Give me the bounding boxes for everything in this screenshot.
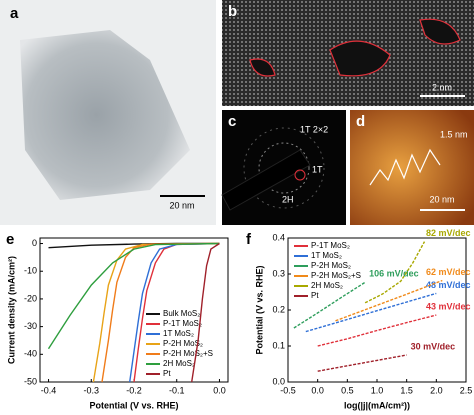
legend-label: 2H MoS₂ [311,281,343,290]
x-axis-label: Potential (V vs. RHE) [89,400,178,410]
afm-image [350,110,474,225]
annotation: 1.5 nm [440,129,468,139]
beam-stop [221,149,311,211]
x-tick-label: 1.5 [400,385,413,395]
series-line [129,242,220,383]
y-tick-label: -40 [24,349,37,359]
panel-label: e [6,231,14,248]
x-tick-label: 0.5 [341,385,354,395]
x-tick-label: -0.4 [41,385,57,395]
x-tick-label: 1.0 [371,385,384,395]
panel-label: a [10,5,19,22]
diffraction-ring [243,127,325,209]
legend-label: Bulk MoS₂ [163,309,200,318]
y-tick-label: 0.0 [272,376,285,386]
x-tick-label: 2.0 [430,385,443,395]
slope-label: 106 mV/dec [369,269,419,279]
legend-label: P-2H MoS₂+S [163,349,213,358]
x-tick-label: 2.5 [460,385,473,395]
slope-label: 43 mV/dec [426,301,471,311]
y-tick-label: 0.3 [272,268,285,278]
x-tick-label: 0.0 [213,385,226,395]
slope-label: 62 mV/dec [426,267,471,277]
tem-flake [20,30,190,200]
slope-label: 82 mV/dec [426,228,471,238]
legend-label: P-2H MoS₂ [163,339,203,348]
legend-label: Pt [311,291,319,300]
legend-label: P-1T MoS₂ [311,241,350,250]
x-tick-label: -0.5 [280,385,296,395]
legend-label: P-2H MoS₂+S [311,271,361,280]
x-tick-label: 0.0 [311,385,324,395]
y-tick-label: 0.1 [272,340,285,350]
scale-text: 2 nm [432,82,452,92]
scale-text: 20 nm [169,200,194,210]
legend-label: Pt [163,369,171,378]
x-tick-label: -0.3 [84,385,100,395]
series-line [293,281,366,329]
scale-text: 20 nm [429,194,454,204]
y-tick-label: -20 [24,293,37,303]
annotation: 2H [282,194,294,204]
spot-circle [294,169,306,181]
y-tick-label: 0 [32,238,37,248]
y-tick-label: -30 [24,321,37,331]
series-line [47,242,220,350]
defect-outline [249,18,461,77]
panel-label: f [246,231,252,248]
slope-label: 30 mV/dec [411,341,456,351]
y-tick-label: -50 [24,376,37,386]
series-line [92,242,220,383]
series-line [317,314,437,347]
panel-label: c [228,113,236,130]
series-line [364,241,426,304]
y-tick-label: 0.4 [272,232,285,242]
annotation: 1T 2×2 [300,124,328,134]
annotation: 1T [312,164,323,174]
y-axis-label: Current density (mA/cm²) [6,256,16,364]
series-line [101,242,220,383]
series-line [191,242,220,383]
legend-label: 1T MoS₂ [311,251,342,260]
y-tick-label: -10 [24,266,37,276]
legend-label: 1T MoS₂ [163,329,194,338]
series-line [305,292,437,333]
series-line [317,354,407,372]
image-panels: a 20 nm b 2 nm c 1T 2×2 1T 2H d 1.5 nm 2… [0,0,474,225]
legend-label: 2H MoS₂ [163,359,195,368]
x-tick-label: -0.1 [169,385,185,395]
x-tick-label: -0.2 [126,385,142,395]
panel-label: b [228,3,237,20]
y-axis-label: Potential (V vs. RHE) [254,265,264,354]
legend-label: P-2H MoS₂ [311,261,351,270]
height-profile [369,148,441,186]
series-line [335,279,443,322]
legend-label: P-1T MoS₂ [163,319,202,328]
diffraction-ring [258,142,310,194]
panel-label: d [356,113,365,130]
slope-label: 48 mV/dec [426,280,471,290]
y-tick-label: 0.2 [272,304,285,314]
x-axis-label: log(|j|(mA/cm²)) [344,400,410,410]
